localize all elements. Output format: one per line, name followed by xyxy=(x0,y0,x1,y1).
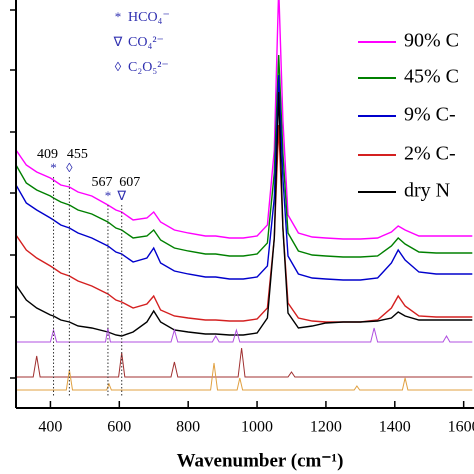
peak-label: 455 xyxy=(67,147,88,162)
symbol-legend-text: CO₄²⁻ xyxy=(128,35,164,50)
spectrum-line xyxy=(16,74,473,281)
x-axis-title: Wavenumber (cm⁻¹) xyxy=(177,450,344,471)
x-tick-label: 600 xyxy=(107,419,131,436)
x-tick-label: 1400 xyxy=(379,419,411,436)
peak-symbol: ◊ xyxy=(66,160,73,175)
x-tick-label: 1200 xyxy=(310,419,342,436)
symbol-legend-text: C₂O₅²⁻ xyxy=(128,60,169,75)
symbol-legend-mark: * xyxy=(115,9,122,24)
spectrum-line xyxy=(16,124,473,323)
spectrum-line xyxy=(16,327,473,343)
spectrum-line xyxy=(16,347,473,378)
plot-area xyxy=(16,0,473,391)
spectrum-line xyxy=(16,54,473,258)
peak-symbol: * xyxy=(105,188,112,203)
peak-label: 567 xyxy=(91,175,112,190)
peak-label: 409 xyxy=(37,147,58,162)
x-tick-label: 800 xyxy=(176,419,200,436)
symbol-legend-mark: ◊ xyxy=(115,59,122,74)
symbol-legend-mark: ∇ xyxy=(113,34,123,49)
spectrum-line xyxy=(16,0,473,240)
x-tick-label: 1000 xyxy=(241,419,273,436)
symbol-legend-text: HCO₄⁻ xyxy=(128,10,170,25)
x-tick-label: 1600 xyxy=(448,419,474,436)
peak-symbol: * xyxy=(50,160,57,175)
spectrum-line xyxy=(16,362,473,391)
legend-label: 2% C- xyxy=(404,143,456,165)
legend-label: 90% C xyxy=(404,30,459,52)
legend-label: dry N xyxy=(404,180,450,202)
legend-label: 9% C- xyxy=(404,104,456,126)
peak-label: 607 xyxy=(119,175,140,190)
spectrum-line xyxy=(16,91,473,337)
x-tick-label: 400 xyxy=(38,419,62,436)
legend-label: 45% C xyxy=(404,66,459,88)
peak-symbol: ∇ xyxy=(116,188,126,203)
